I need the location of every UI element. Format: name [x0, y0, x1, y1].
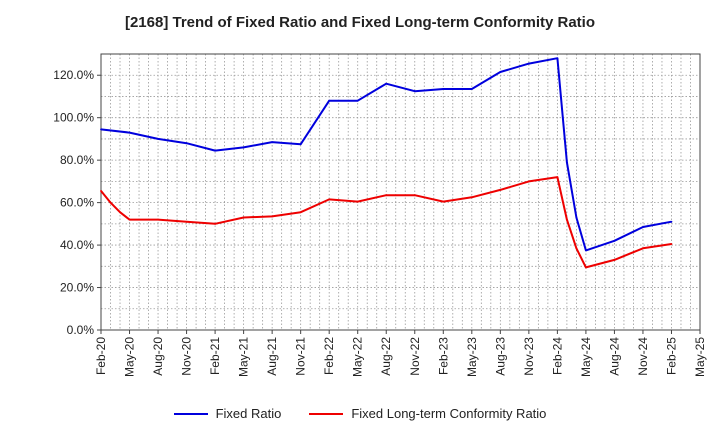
x-tick-label: Nov-21 — [294, 337, 308, 376]
data-point-0 — [527, 62, 530, 65]
data-point-0 — [556, 57, 559, 60]
legend: Fixed Ratio Fixed Long-term Conformity R… — [0, 406, 720, 421]
x-tick-label: Aug-24 — [607, 337, 621, 376]
x-tick-label: May-23 — [465, 337, 479, 377]
data-point-0 — [642, 226, 644, 228]
data-point-0 — [299, 143, 302, 146]
data-point-1 — [271, 215, 274, 218]
x-tick-label: May-25 — [693, 337, 707, 377]
data-point-0 — [470, 88, 473, 90]
x-tick-label: Aug-20 — [151, 337, 165, 376]
x-tick-label: Nov-22 — [408, 337, 422, 376]
data-point-0 — [585, 249, 587, 252]
data-point-1 — [242, 216, 245, 219]
data-point-0 — [670, 220, 673, 223]
y-tick-label: 100.0% — [53, 111, 94, 125]
data-point-0 — [185, 142, 188, 145]
data-point-1 — [299, 211, 302, 214]
legend-item-fixed-ratio: Fixed Ratio — [173, 406, 282, 421]
legend-item-fixed-long-term-conformity-ratio: Fixed Long-term Conformity Ratio — [309, 406, 546, 421]
data-point-0 — [128, 131, 131, 134]
legend-swatch-fixed-long-term-conformity-ratio — [309, 412, 344, 415]
y-tick-label: 20.0% — [60, 281, 94, 295]
x-tick-label: Feb-24 — [550, 337, 564, 375]
data-point-0 — [613, 239, 616, 242]
data-point-1 — [214, 222, 216, 225]
x-tick-label: May-24 — [579, 337, 593, 377]
y-tick-label: 40.0% — [60, 238, 94, 252]
x-tick-label: Feb-22 — [322, 337, 336, 375]
data-point-0 — [100, 128, 102, 131]
y-tick-label: 80.0% — [60, 153, 94, 167]
data-point-1 — [556, 176, 559, 179]
x-tick-label: May-22 — [351, 337, 365, 377]
data-point-1 — [356, 200, 359, 203]
data-point-0 — [271, 141, 274, 144]
data-point-0 — [242, 146, 245, 149]
x-tick-label: May-21 — [237, 337, 251, 377]
x-tick-label: Feb-20 — [94, 337, 108, 375]
data-point-0 — [157, 138, 159, 140]
data-point-1 — [642, 247, 644, 250]
x-tick-label: Aug-23 — [493, 337, 507, 376]
chart-title: [2168] Trend of Fixed Ratio and Fixed Lo… — [124, 14, 596, 31]
data-point-0 — [499, 71, 502, 73]
data-point-1 — [413, 194, 416, 197]
data-point-0 — [356, 99, 359, 102]
plot-frame — [100, 53, 701, 331]
data-point-1 — [100, 190, 102, 192]
axes — [97, 53, 701, 334]
legend-label-fixed-ratio: Fixed Ratio — [215, 406, 282, 421]
x-tick-label: Nov-20 — [180, 337, 194, 376]
x-tick-label: Nov-24 — [636, 337, 650, 376]
data-point-1 — [128, 218, 131, 221]
data-point-0 — [565, 161, 568, 164]
y-tick-labels: 0.0% 20.0% 40.0% 60.0% 80.0% 100.0% 120.0% — [53, 68, 94, 337]
data-point-1 — [499, 188, 502, 191]
y-tick-label: 0.0% — [67, 323, 95, 337]
x-tick-labels: Feb-20 May-20 Aug-20 Nov-20 Feb-21 May-21 Aug-… — [94, 337, 707, 377]
data-point-1 — [585, 266, 587, 269]
x-tick-label: Feb-23 — [436, 337, 450, 375]
data-point-0 — [385, 82, 388, 85]
data-point-1 — [613, 259, 616, 261]
data-point-1 — [119, 211, 121, 214]
x-tick-label: Aug-22 — [379, 337, 393, 376]
legend-label-fixed-long-term-conformity-ratio: Fixed Long-term Conformity Ratio — [351, 406, 547, 421]
grid-lines — [100, 53, 701, 331]
y-tick-label: 60.0% — [60, 196, 94, 210]
data-point-1 — [109, 201, 112, 204]
data-point-1 — [185, 220, 188, 223]
data-point-1 — [470, 196, 473, 199]
data-point-1 — [442, 200, 445, 203]
data-point-1 — [328, 198, 331, 201]
data-point-0 — [214, 149, 216, 152]
x-tick-label: May-20 — [123, 337, 137, 377]
x-tick-label: Feb-25 — [664, 337, 678, 375]
x-tick-label: Aug-21 — [265, 337, 279, 376]
y-tick-label: 120.0% — [53, 68, 94, 82]
data-point-1 — [527, 180, 530, 183]
data-point-0 — [442, 88, 445, 90]
series-lines — [100, 57, 673, 269]
data-point-1 — [575, 247, 578, 250]
data-point-1 — [385, 194, 388, 197]
data-point-1 — [670, 243, 673, 245]
data-point-0 — [575, 216, 578, 219]
legend-swatch-fixed-ratio — [173, 412, 208, 415]
x-tick-label: Feb-21 — [208, 337, 222, 375]
data-point-1 — [157, 218, 159, 221]
data-point-0 — [328, 99, 331, 102]
x-tick-label: Nov-23 — [522, 337, 536, 376]
data-point-0 — [413, 90, 416, 93]
data-point-1 — [565, 218, 568, 221]
